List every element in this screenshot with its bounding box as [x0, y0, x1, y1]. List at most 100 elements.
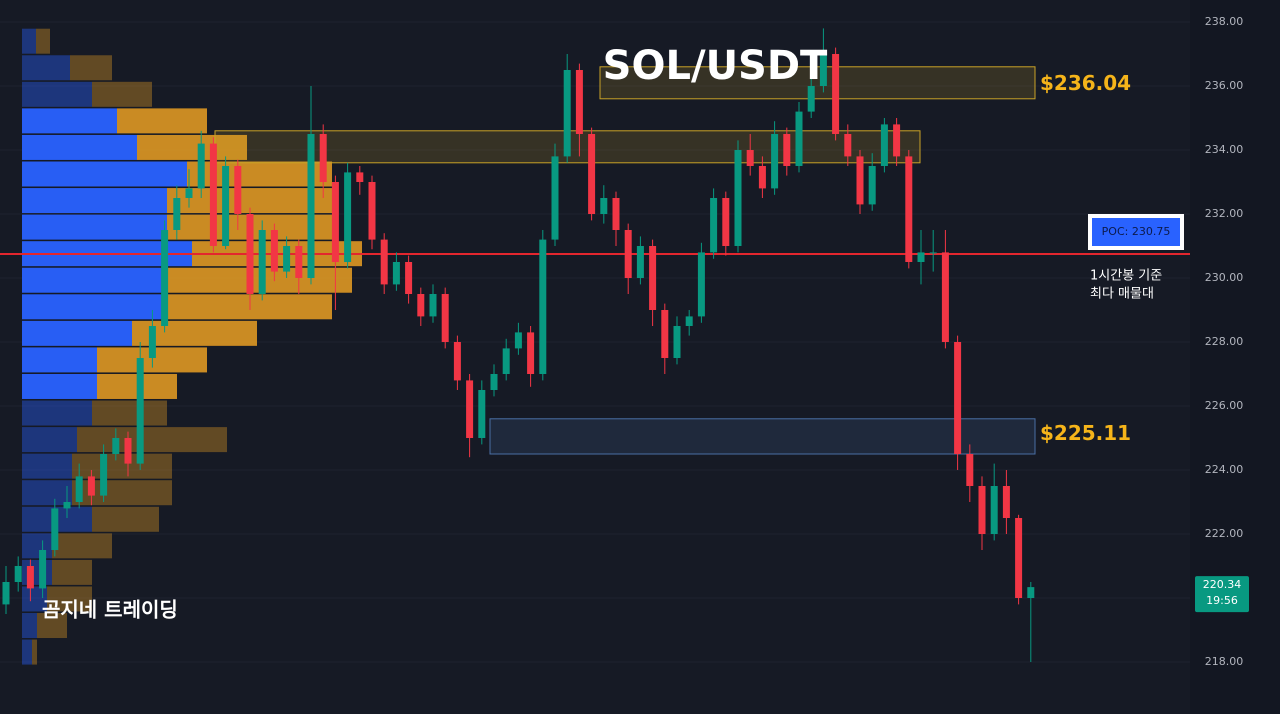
candle-body	[234, 166, 242, 214]
profile-buy	[22, 427, 77, 453]
candle-body	[551, 156, 559, 240]
candle-body	[783, 134, 791, 166]
candle-body	[527, 332, 535, 374]
candle-body	[380, 239, 388, 285]
poc-label: POC: 230.75	[1102, 225, 1171, 238]
zone-price: $236.04	[1040, 71, 1131, 95]
profile-sell	[72, 453, 172, 479]
profile-buy	[22, 480, 72, 506]
y-tick-label: 236.00	[1205, 79, 1244, 92]
candle-body	[246, 214, 254, 294]
profile-sell	[92, 506, 159, 532]
profile-buy	[22, 347, 97, 373]
candle-body	[453, 342, 461, 381]
candle-body	[514, 332, 522, 349]
candle-body	[710, 198, 718, 253]
profile-buy	[22, 188, 167, 214]
candle-body	[832, 54, 840, 134]
candle-body	[819, 54, 827, 86]
candle-body	[612, 198, 620, 230]
candle-body	[941, 252, 949, 342]
candle-body	[685, 316, 693, 326]
candle-body	[771, 134, 779, 189]
candle-body	[966, 454, 974, 486]
candle-body	[270, 230, 278, 272]
last-price: 220.34	[1203, 578, 1242, 591]
candle-body	[868, 166, 876, 205]
profile-sell	[137, 134, 247, 160]
candle-body	[14, 566, 22, 582]
candle-body	[331, 182, 339, 262]
candle-body	[26, 566, 34, 589]
profile-buy	[22, 108, 117, 134]
candle-body	[441, 294, 449, 342]
candle-body	[51, 508, 59, 550]
candle-body	[734, 150, 742, 246]
candle-body	[405, 262, 413, 294]
poc-note: 최다 매물대	[1090, 287, 1154, 302]
candle-body	[161, 230, 169, 326]
candle-body	[746, 150, 754, 166]
profile-sell	[77, 427, 227, 453]
candle-body	[356, 172, 364, 182]
candle-body	[87, 476, 95, 496]
candle-body	[258, 230, 266, 294]
candle-body	[856, 156, 864, 205]
candle-body	[990, 486, 998, 534]
y-tick-label: 226.00	[1205, 399, 1244, 412]
profile-sell	[70, 55, 112, 81]
candle-body	[563, 70, 571, 157]
profile-buy	[22, 533, 52, 559]
candle-body	[954, 342, 962, 454]
zone	[489, 418, 1036, 455]
candle-body	[148, 326, 156, 358]
profile-sell	[52, 559, 92, 585]
candle-body	[417, 294, 425, 317]
candle-body	[893, 124, 901, 157]
candle-body	[978, 486, 986, 534]
candle-body	[929, 252, 937, 254]
candle-body	[124, 438, 132, 464]
y-tick-label: 238.00	[1205, 15, 1244, 28]
candle-body	[283, 246, 291, 272]
y-tick-label: 222.00	[1205, 527, 1244, 540]
countdown: 19:56	[1206, 594, 1238, 607]
profile-buy	[22, 400, 92, 426]
profile-buy	[22, 613, 37, 639]
profile-buy	[22, 320, 132, 346]
candle-body	[136, 358, 144, 464]
candle-body	[295, 246, 303, 278]
profile-sell	[32, 639, 37, 665]
candle-body	[917, 252, 925, 262]
profile-buy	[22, 81, 92, 107]
profile-sell	[52, 533, 112, 559]
profile-buy	[22, 453, 72, 479]
candle-body	[624, 230, 632, 278]
y-tick-label: 234.00	[1205, 143, 1244, 156]
candle-body	[758, 166, 766, 189]
profile-buy	[22, 134, 137, 160]
candle-body	[795, 111, 803, 166]
candle-body	[905, 156, 913, 262]
candle-body	[100, 454, 108, 496]
candle-body	[1027, 587, 1035, 598]
candle-body	[490, 374, 498, 390]
candle-body	[697, 252, 705, 317]
profile-buy	[22, 294, 167, 320]
y-tick-label: 230.00	[1205, 271, 1244, 284]
candle-body	[636, 246, 644, 278]
candle-body	[63, 502, 71, 509]
profile-sell	[72, 480, 172, 506]
profile-buy	[22, 28, 36, 54]
profile-buy	[22, 161, 187, 187]
poc-badge	[1088, 214, 1184, 250]
candle-body	[307, 134, 315, 278]
profile-sell	[36, 28, 50, 54]
candle-body	[1015, 518, 1023, 598]
y-tick-label: 224.00	[1205, 463, 1244, 476]
profile-sell	[92, 81, 152, 107]
profile-buy	[22, 55, 70, 81]
profile-sell	[92, 400, 167, 426]
candle-body	[368, 182, 376, 240]
candle-body	[39, 550, 47, 589]
